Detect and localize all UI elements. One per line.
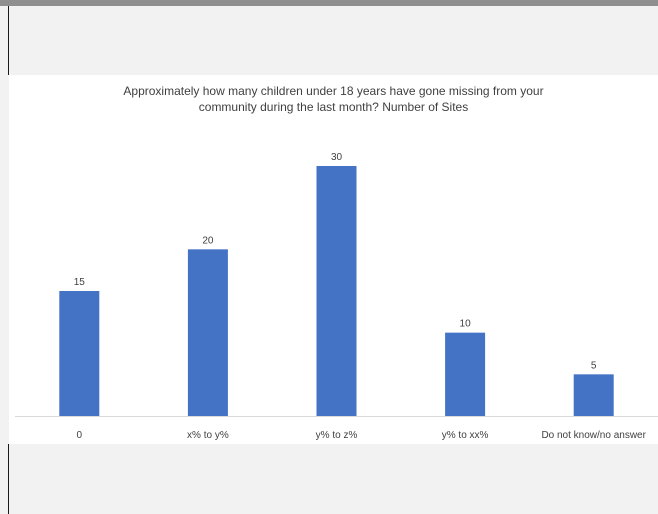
data-label: 15 [74, 277, 86, 288]
bar [445, 332, 486, 416]
chart-panel: Approximately how many children under 18… [9, 75, 658, 444]
left-margin-rule-top [8, 6, 9, 75]
chart-title: Approximately how many children under 18… [123, 84, 544, 114]
x-tick-label: 0 [77, 430, 83, 441]
top-border-bar [0, 0, 658, 6]
x-tick-label: x% to y% [187, 430, 229, 441]
x-tick-label: Do not know/no answer [541, 430, 646, 441]
data-label: 10 [460, 319, 472, 330]
x-tick-label: y% to xx% [442, 430, 489, 441]
bar [573, 374, 614, 416]
data-label: 20 [202, 235, 214, 246]
left-margin-rule-bottom [8, 444, 9, 514]
data-label: 5 [591, 360, 597, 371]
bar [59, 291, 100, 416]
bar-chart: 15 0 20 x% to y% 30 y% to z% 10 y% to xx% 5 Do no… [15, 152, 658, 441]
bar [316, 166, 357, 416]
data-label: 30 [331, 152, 343, 163]
x-tick-label: y% to z% [316, 430, 358, 441]
bar [187, 249, 228, 416]
